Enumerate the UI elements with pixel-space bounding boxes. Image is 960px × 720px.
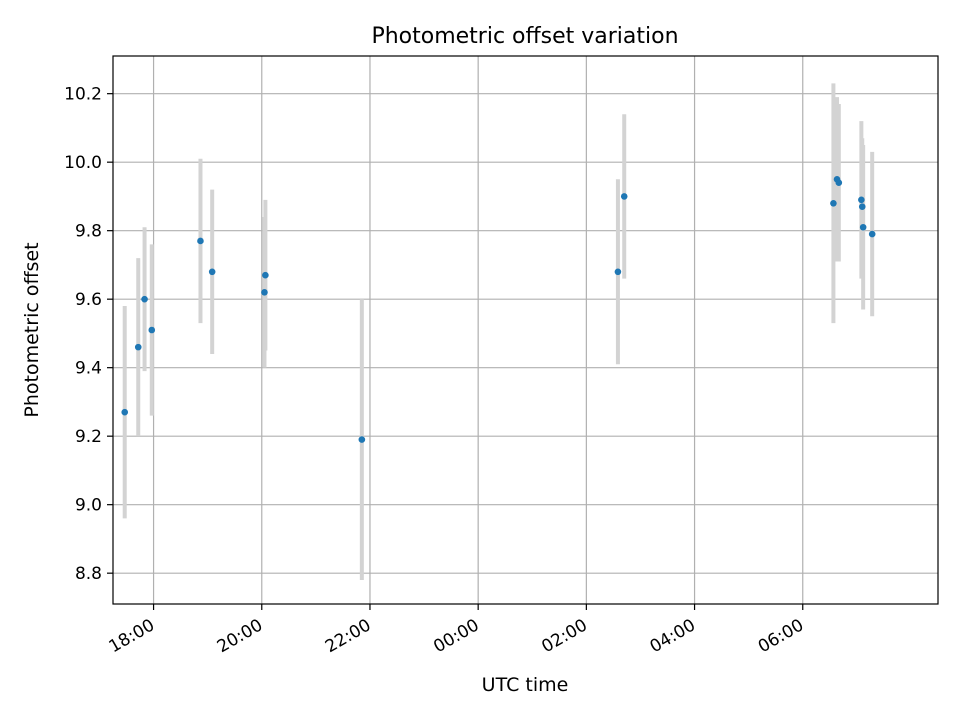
y-tick-label: 8.8 xyxy=(75,564,102,584)
data-point xyxy=(358,436,366,443)
data-point xyxy=(859,223,867,231)
y-tick-label: 10.0 xyxy=(64,153,102,173)
data-point xyxy=(858,203,866,210)
data-point xyxy=(197,237,204,245)
y-axis-ticks: 8.8 9.0 9.2 9.4 9.6 9.8 10.0 10.2 xyxy=(64,85,113,584)
y-tick-label: 9.0 xyxy=(75,496,102,516)
data-point xyxy=(830,199,837,207)
data-point xyxy=(858,196,865,204)
y-tick-label: 10.2 xyxy=(64,85,102,105)
y-tick-label: 9.6 xyxy=(75,290,102,310)
data-point xyxy=(208,268,216,276)
data-point xyxy=(134,343,142,351)
x-axis-label: UTC time xyxy=(482,674,569,696)
data-point xyxy=(121,408,129,416)
data-point xyxy=(620,193,628,200)
chart-title: Photometric offset variation xyxy=(371,24,678,49)
data-point xyxy=(262,271,269,279)
gridlines xyxy=(113,56,938,604)
data-point xyxy=(614,268,622,276)
data-points xyxy=(121,176,876,443)
data-point xyxy=(261,289,268,296)
y-axis-label: Photometric offset xyxy=(21,242,43,417)
y-tick-label: 9.4 xyxy=(75,359,102,379)
data-point xyxy=(141,295,148,303)
plot-area xyxy=(113,56,938,604)
y-tick-label: 9.8 xyxy=(75,222,102,242)
plot-frame xyxy=(112,55,939,605)
data-point xyxy=(835,179,843,187)
data-point xyxy=(148,326,156,334)
y-tick-label: 9.2 xyxy=(75,427,102,447)
data-point xyxy=(868,230,876,238)
